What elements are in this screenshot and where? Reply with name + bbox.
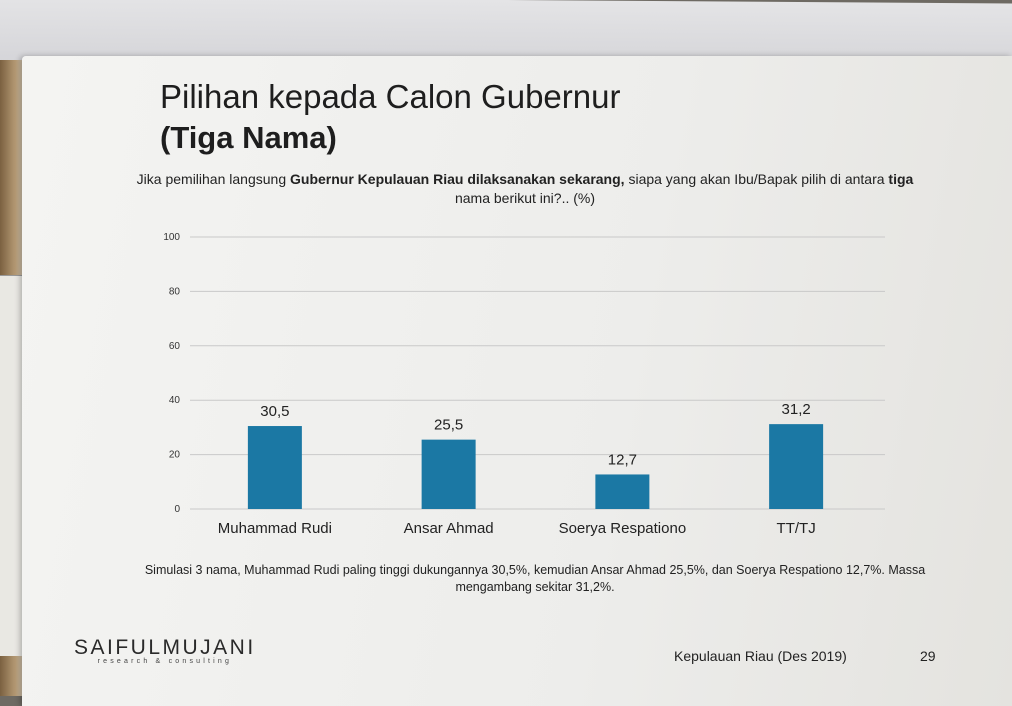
question-part: Gubernur Kepulauan Riau dilaksanakan sek… xyxy=(290,171,625,187)
data-label: 12,7 xyxy=(608,451,637,468)
data-label: 31,2 xyxy=(782,401,811,418)
x-tick-label: Soerya Respationo xyxy=(559,520,687,537)
x-tick-label: TT/TJ xyxy=(777,520,816,537)
logo-wordmark: SAIFULMUJANI xyxy=(74,636,256,659)
survey-question: Jika pemilihan langsung Gubernur Kepulau… xyxy=(130,170,920,208)
bar xyxy=(421,439,476,509)
question-part: siapa yang akan Ibu/Bapak pilih di antar… xyxy=(624,171,889,187)
data-label: 30,5 xyxy=(260,403,289,420)
y-tick-label: 80 xyxy=(169,286,181,297)
logo-tagline: research & consulting xyxy=(97,658,233,665)
summary-note: Simulasi 3 nama, Muhammad Rudi paling ti… xyxy=(144,563,926,594)
y-tick-label: 20 xyxy=(169,450,181,461)
data-label: 25,5 xyxy=(434,417,463,434)
x-tick-label: Ansar Ahmad xyxy=(404,520,494,537)
slide-title: Pilihan kepada Calon Gubernur xyxy=(160,78,621,115)
y-tick-label: 40 xyxy=(169,395,181,406)
bar-chart: 0 20 40 60 80 100 30,5 Muhammad Rudi 25,5 Ansar A… xyxy=(163,232,885,537)
x-tick-label: Muhammad Rudi xyxy=(218,520,332,537)
page-number: 29 xyxy=(920,648,936,664)
bar xyxy=(595,474,650,509)
question-part: Jika pemilihan langsung xyxy=(136,171,290,187)
y-tick-label: 100 xyxy=(163,232,180,243)
company-logo: SAIFULMUJANI research & consulting xyxy=(74,636,256,665)
y-tick-label: 0 xyxy=(174,504,180,515)
y-tick-label: 60 xyxy=(169,341,181,352)
question-part: nama berikut ini?.. (%) xyxy=(454,190,596,206)
footer-label: Kepulauan Riau (Des 2019) xyxy=(674,648,847,664)
slide-page xyxy=(22,56,1012,706)
slide-subtitle: (Tiga Nama) xyxy=(160,120,337,155)
bar xyxy=(769,424,824,509)
question-part: tiga xyxy=(888,171,914,187)
bar xyxy=(247,426,302,509)
